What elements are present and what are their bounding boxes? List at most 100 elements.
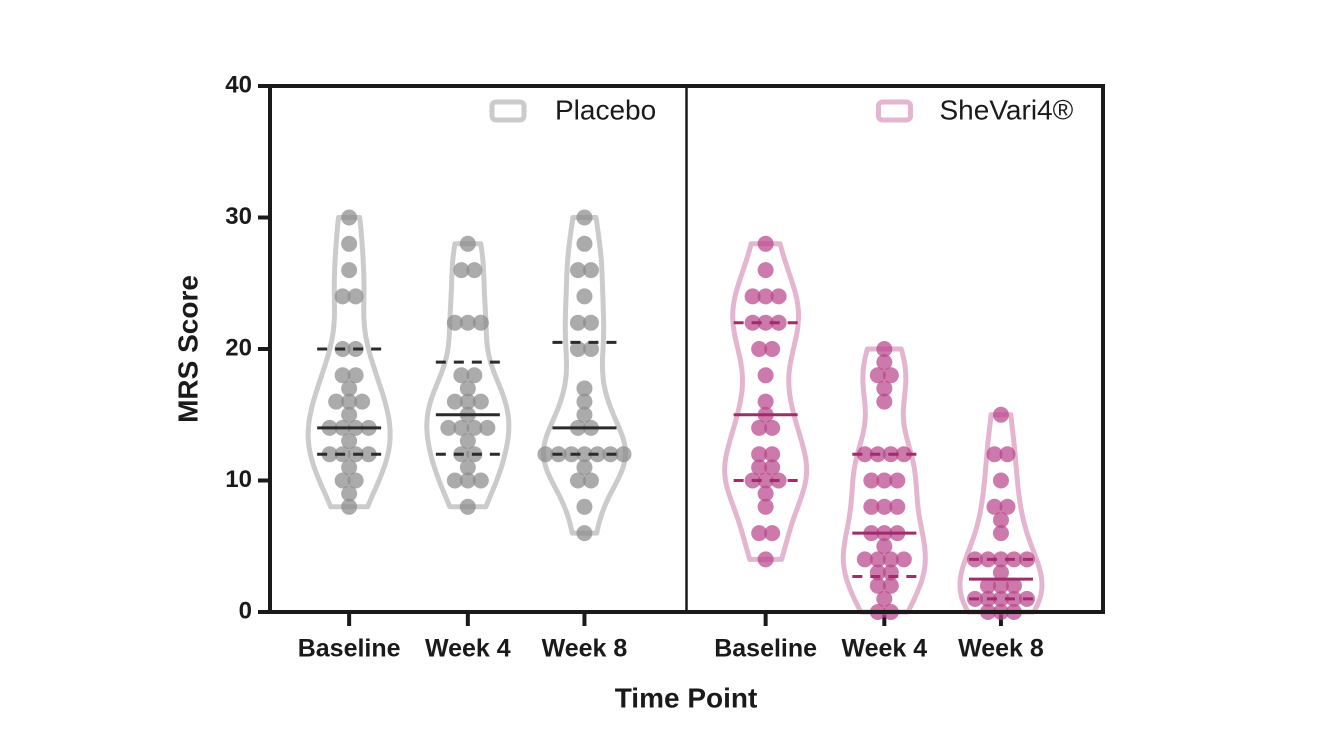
data-point [770,288,787,305]
data-point [446,314,463,331]
data-point [582,472,599,489]
data-point [334,367,351,384]
data-point [341,380,358,397]
data-point [459,314,476,331]
data-point [453,367,470,384]
data-point [744,288,761,305]
data-point [341,209,358,226]
y-tick-label: 0 [239,597,252,624]
data-point [615,446,632,463]
data-point [341,393,358,410]
data-point [876,380,893,397]
data-point [576,446,593,463]
data-point [986,498,1003,515]
legend-label: SheVari4® [940,94,1074,125]
data-point [876,341,893,357]
data-point [863,472,880,489]
data-point [751,341,768,357]
data-point [459,393,476,410]
data-point [582,314,599,331]
x-tick-label: Baseline [714,635,817,663]
data-point [863,498,880,515]
violin [722,241,810,562]
data-point [459,235,476,252]
data-point [986,446,1003,463]
data-point [341,433,358,450]
data-point [569,262,586,279]
data-point [334,288,351,305]
data-point [576,235,593,252]
data-point [757,314,774,331]
data-point [576,288,593,305]
data-point [576,498,593,515]
data-point [341,262,358,279]
data-point [576,380,593,397]
data-point [466,419,483,436]
data-point [347,288,364,305]
data-point [757,393,774,410]
legend-swatch [876,99,913,123]
data-point [479,419,496,436]
data-point [321,446,338,463]
x-tick-label: Week 8 [958,635,1044,663]
data-point [472,393,489,410]
data-point [869,577,886,594]
data-point [537,446,554,463]
data-point [472,314,489,331]
data-point [999,498,1016,515]
data-point [876,393,893,410]
data-point [751,525,768,542]
data-point [856,446,873,463]
data-point [440,419,457,436]
y-tick-label: 10 [225,466,252,493]
data-point [757,367,774,384]
data-point [459,380,476,397]
x-axis-title: Time Point [615,682,758,713]
x-tick-label: Week 4 [425,635,511,663]
data-point [764,419,781,436]
data-point [446,472,463,489]
data-point [328,393,345,410]
data-point [576,406,593,423]
data-point [876,354,893,371]
data-point [895,446,912,463]
data-point [576,209,593,226]
data-point [347,367,364,384]
data-point [876,538,893,555]
y-tick-label: 20 [225,334,252,361]
data-point [992,564,1009,581]
data-point [751,446,768,463]
data-point [569,314,586,331]
data-point [992,525,1009,542]
data-point [876,590,893,607]
data-point [764,341,781,357]
violin [541,215,628,536]
legend-label: Placebo [555,94,656,125]
data-point [992,511,1009,528]
data-point [341,406,358,423]
data-point [576,393,593,410]
data-point [472,472,489,489]
data-point [341,235,358,252]
data-point [459,498,476,515]
data-point [992,577,1009,594]
data-point [569,472,586,489]
data-point [999,446,1016,463]
data-point [992,472,1009,489]
data-point [992,551,1009,568]
data-point [466,262,483,279]
data-point [882,367,899,384]
data-point [876,498,893,515]
data-point [576,525,593,542]
data-point [764,525,781,542]
plot-frame [268,84,1105,614]
data-point [334,472,351,489]
data-point [569,341,586,357]
x-tick-label: Baseline [298,635,401,663]
data-point [882,577,899,594]
data-point [341,498,358,515]
data-point [889,498,906,515]
data-point [341,459,358,476]
data-point [992,590,1009,607]
